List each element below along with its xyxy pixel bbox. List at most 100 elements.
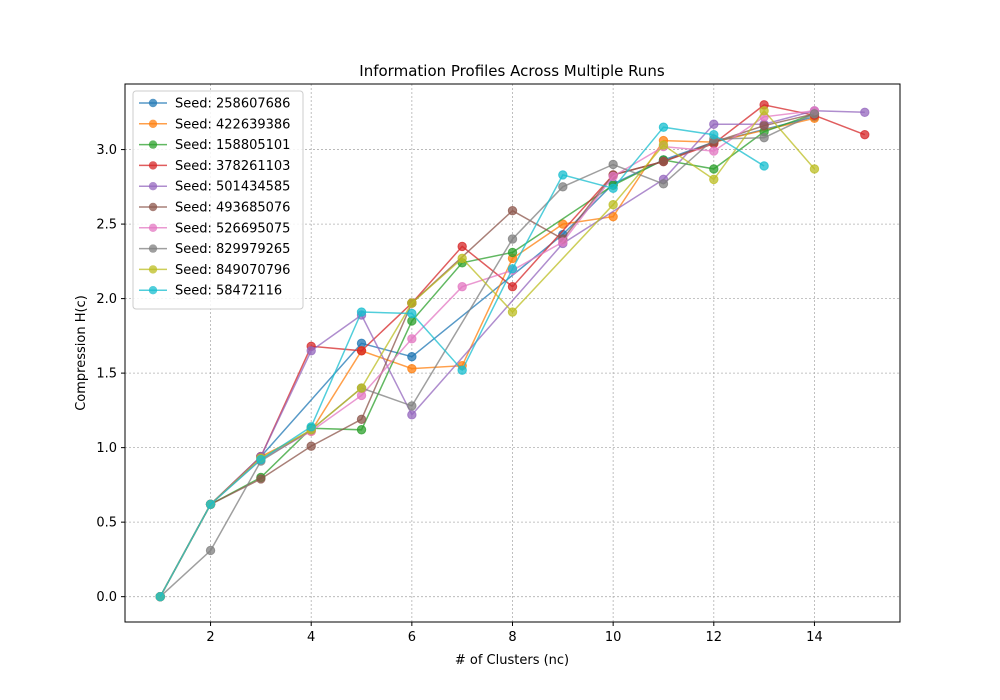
data-point xyxy=(759,121,769,131)
series-10 xyxy=(155,122,769,602)
legend-marker xyxy=(148,202,158,212)
x-tick-label: 14 xyxy=(806,630,823,645)
legend-item: Seed: 501434585 xyxy=(139,180,290,195)
x-tick-label: 4 xyxy=(307,630,315,645)
data-point xyxy=(507,264,518,274)
data-point xyxy=(709,164,719,174)
legend-box xyxy=(132,90,304,310)
data-point xyxy=(356,383,367,393)
data-point xyxy=(558,170,568,180)
x-axis-label: # of Clusters (nc) xyxy=(455,653,569,668)
data-point xyxy=(809,109,820,119)
y-tick-label: 3.0 xyxy=(96,143,117,158)
data-point xyxy=(356,414,367,425)
data-point xyxy=(205,545,216,556)
data-point xyxy=(306,346,316,356)
data-point xyxy=(457,241,467,252)
legend-marker xyxy=(148,182,158,191)
legend-marker xyxy=(148,244,158,253)
data-point xyxy=(759,161,769,171)
data-point xyxy=(356,346,367,356)
legend-item: Seed: 849070796 xyxy=(139,263,290,278)
data-point xyxy=(155,591,165,602)
legend-item: Seed: 422639386 xyxy=(139,117,290,132)
data-point xyxy=(507,307,518,317)
legend-label: Seed: 58472116 xyxy=(175,284,282,299)
y-tick-label: 1.5 xyxy=(96,367,117,382)
data-point xyxy=(709,174,719,185)
legend-label: Seed: 849070796 xyxy=(175,263,290,278)
data-point xyxy=(407,352,417,362)
legend-marker xyxy=(148,161,158,170)
data-point xyxy=(356,425,367,435)
series-line xyxy=(159,110,865,598)
legend-item: Seed: 158805101 xyxy=(139,138,290,153)
data-point xyxy=(507,205,518,216)
legend-label: Seed: 829979265 xyxy=(175,242,290,257)
data-point xyxy=(709,146,719,156)
legend-marker xyxy=(148,140,158,149)
data-point xyxy=(507,247,518,258)
legend-item: Seed: 258607686 xyxy=(139,97,290,112)
chart-title: Information Profiles Across Multiple Run… xyxy=(359,62,665,80)
y-tick-label: 2.5 xyxy=(96,218,117,233)
y-tick-label: 2.0 xyxy=(96,292,117,307)
plot-series xyxy=(155,100,870,602)
data-point xyxy=(558,182,568,192)
data-point xyxy=(407,308,417,319)
x-tick-label: 10 xyxy=(605,630,622,645)
data-point xyxy=(608,159,618,170)
data-point xyxy=(709,129,719,140)
data-point xyxy=(457,281,467,292)
data-point xyxy=(306,422,316,432)
legend-item: Seed: 829979265 xyxy=(139,242,290,257)
data-point xyxy=(407,410,417,420)
data-point xyxy=(809,164,820,174)
data-point xyxy=(457,253,467,264)
data-point xyxy=(205,499,216,509)
data-point xyxy=(759,132,769,143)
data-point xyxy=(457,365,467,375)
legend-label: Seed: 158805101 xyxy=(175,138,290,153)
legend-label: Seed: 501434585 xyxy=(175,180,290,195)
y-tick-label: 0.5 xyxy=(96,516,117,531)
data-point xyxy=(608,183,618,194)
legend: Seed: 258607686 Seed: 422639386 Seed: 1588… xyxy=(132,90,304,310)
data-point xyxy=(709,119,719,129)
x-tick-label: 2 xyxy=(206,630,214,645)
legend-marker xyxy=(148,119,158,128)
axes: 2 4 6 8 10 12 14 0.0 0.5 1.0 1.5 2.0 2.5 3.0 xyxy=(96,143,822,645)
data-point xyxy=(558,237,568,247)
data-point xyxy=(608,171,618,182)
legend-label: Seed: 378261103 xyxy=(175,159,290,174)
legend-label: Seed: 258607686 xyxy=(175,97,290,112)
legend-label: Seed: 493685076 xyxy=(175,201,290,216)
data-point xyxy=(507,281,518,292)
x-tick-label: 8 xyxy=(508,630,516,645)
data-point xyxy=(256,454,266,465)
legend-marker xyxy=(148,223,158,232)
legend-marker xyxy=(148,265,158,274)
data-point xyxy=(860,107,870,118)
data-point xyxy=(256,474,266,484)
legend-item: Seed: 526695075 xyxy=(139,221,290,236)
y-tick-label: 0.0 xyxy=(96,590,117,605)
data-point xyxy=(608,211,618,222)
data-point xyxy=(306,441,316,451)
data-point xyxy=(658,179,669,189)
data-point xyxy=(407,298,417,308)
legend-item: Seed: 58472116 xyxy=(139,284,282,299)
x-tick-label: 12 xyxy=(706,630,723,645)
data-point xyxy=(356,307,367,317)
legend-label: Seed: 422639386 xyxy=(175,117,290,132)
data-point xyxy=(507,234,518,244)
legend-marker xyxy=(148,286,158,295)
legend-item: Seed: 493685076 xyxy=(139,201,290,216)
legend-marker xyxy=(148,98,158,108)
data-point xyxy=(658,140,669,150)
data-point xyxy=(658,156,669,167)
data-point xyxy=(407,363,417,374)
data-point xyxy=(860,129,870,140)
data-point xyxy=(608,200,618,210)
